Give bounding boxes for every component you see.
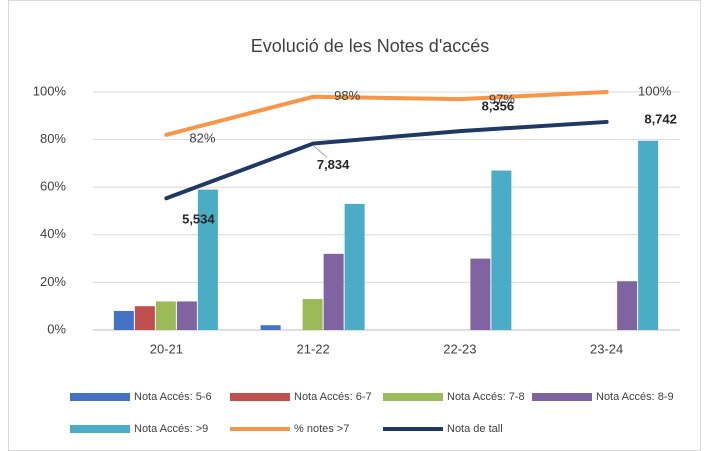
legend-swatch [383, 393, 443, 401]
y-tick-label: 60% [40, 179, 66, 194]
bar [134, 306, 155, 330]
line-series [164, 90, 609, 137]
data-label: 7,834 [317, 157, 350, 172]
bar [260, 325, 281, 330]
bar [155, 301, 176, 330]
legend-label: Nota Accés: 6-7 [294, 391, 372, 403]
legend-swatch [230, 393, 290, 401]
legend-swatch [70, 393, 130, 401]
bar [470, 258, 491, 330]
bar [176, 301, 197, 330]
x-tick-label: 23-24 [590, 341, 623, 356]
data-label: 98% [334, 88, 360, 103]
y-tick-label: 20% [40, 274, 66, 289]
data-label: 100% [638, 83, 672, 98]
data-label: 5,534 [182, 212, 215, 227]
bar [113, 310, 134, 330]
leader-line [312, 145, 328, 158]
legend-label: Nota Accés: 8-9 [596, 391, 674, 403]
legend-label: Nota Accés: >9 [134, 423, 208, 435]
legend-swatch [532, 393, 592, 401]
x-tick-label: 21-22 [297, 341, 330, 356]
legend-label: % notes >7 [294, 423, 349, 435]
legend-label: Nota Accés: 7-8 [447, 391, 525, 403]
legend-label: Nota Accés: 5-6 [134, 391, 212, 403]
bar [617, 281, 638, 330]
bar [344, 203, 365, 330]
bar [323, 253, 344, 330]
y-tick-label: 80% [40, 131, 66, 146]
legend-label: Nota de tall [447, 423, 503, 435]
data-label: 97% [489, 92, 515, 107]
bar [491, 170, 512, 330]
bar [197, 189, 218, 330]
line-series [164, 119, 609, 201]
bar [302, 299, 323, 330]
x-tick-label: 20-21 [150, 341, 183, 356]
bar [638, 140, 659, 330]
y-tick-label: 40% [40, 226, 66, 241]
x-tick-label: 22-23 [443, 341, 476, 356]
data-label: 8,742 [644, 111, 677, 126]
data-label: 8,356 [482, 99, 515, 114]
chart-title: Evolució de les Notes d'accés [251, 36, 490, 56]
y-tick-label: 100% [33, 83, 67, 98]
data-label: 82% [189, 130, 215, 145]
legend-swatch [70, 425, 130, 433]
y-tick-label: 0% [47, 321, 66, 336]
